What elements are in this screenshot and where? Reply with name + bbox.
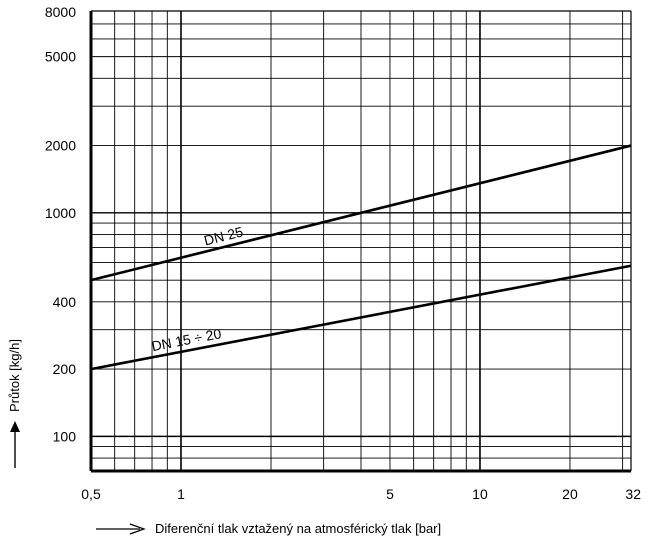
x-tick-label: 1 (177, 486, 185, 502)
x-axis-arrow-icon (129, 523, 146, 535)
y-tick-label: 2000 (45, 138, 76, 154)
y-tick-label: 100 (53, 428, 77, 444)
y-axis-arrow-icon (10, 421, 20, 432)
y-tick-label: 5000 (45, 49, 76, 65)
y-axis-caption-group: Průtok [kg/h] (7, 339, 22, 468)
y-tick-label: 1000 (45, 205, 76, 221)
x-tick-label: 0,5 (81, 486, 101, 502)
series-lines (90, 144, 632, 371)
y-tick-label: 400 (53, 294, 77, 310)
x-tick-label: 20 (562, 486, 578, 502)
x-tick-label: 32 (625, 486, 641, 502)
grid-lines (90, 11, 631, 471)
series-line-dn25 (90, 144, 632, 282)
tick-labels: 100 200 400 1000 2000 5000 8000 0,5 1 5 10 20 32 (45, 4, 641, 502)
x-tick-label: 5 (386, 486, 394, 502)
series-line-dn15-20 (90, 264, 632, 371)
y-axis-label: Průtok [kg/h] (7, 339, 22, 412)
x-axis-caption-group: Diferenční tlak vztažený na atmosférický… (96, 521, 441, 536)
y-tick-label: 8000 (45, 4, 76, 20)
x-axis-label: Diferenční tlak vztažený na atmosférický… (155, 521, 441, 536)
series-label-dn25: DN 25 (202, 223, 245, 248)
x-tick-label: 10 (472, 486, 488, 502)
y-tick-label: 200 (53, 361, 77, 377)
plot-frame (89, 10, 632, 473)
